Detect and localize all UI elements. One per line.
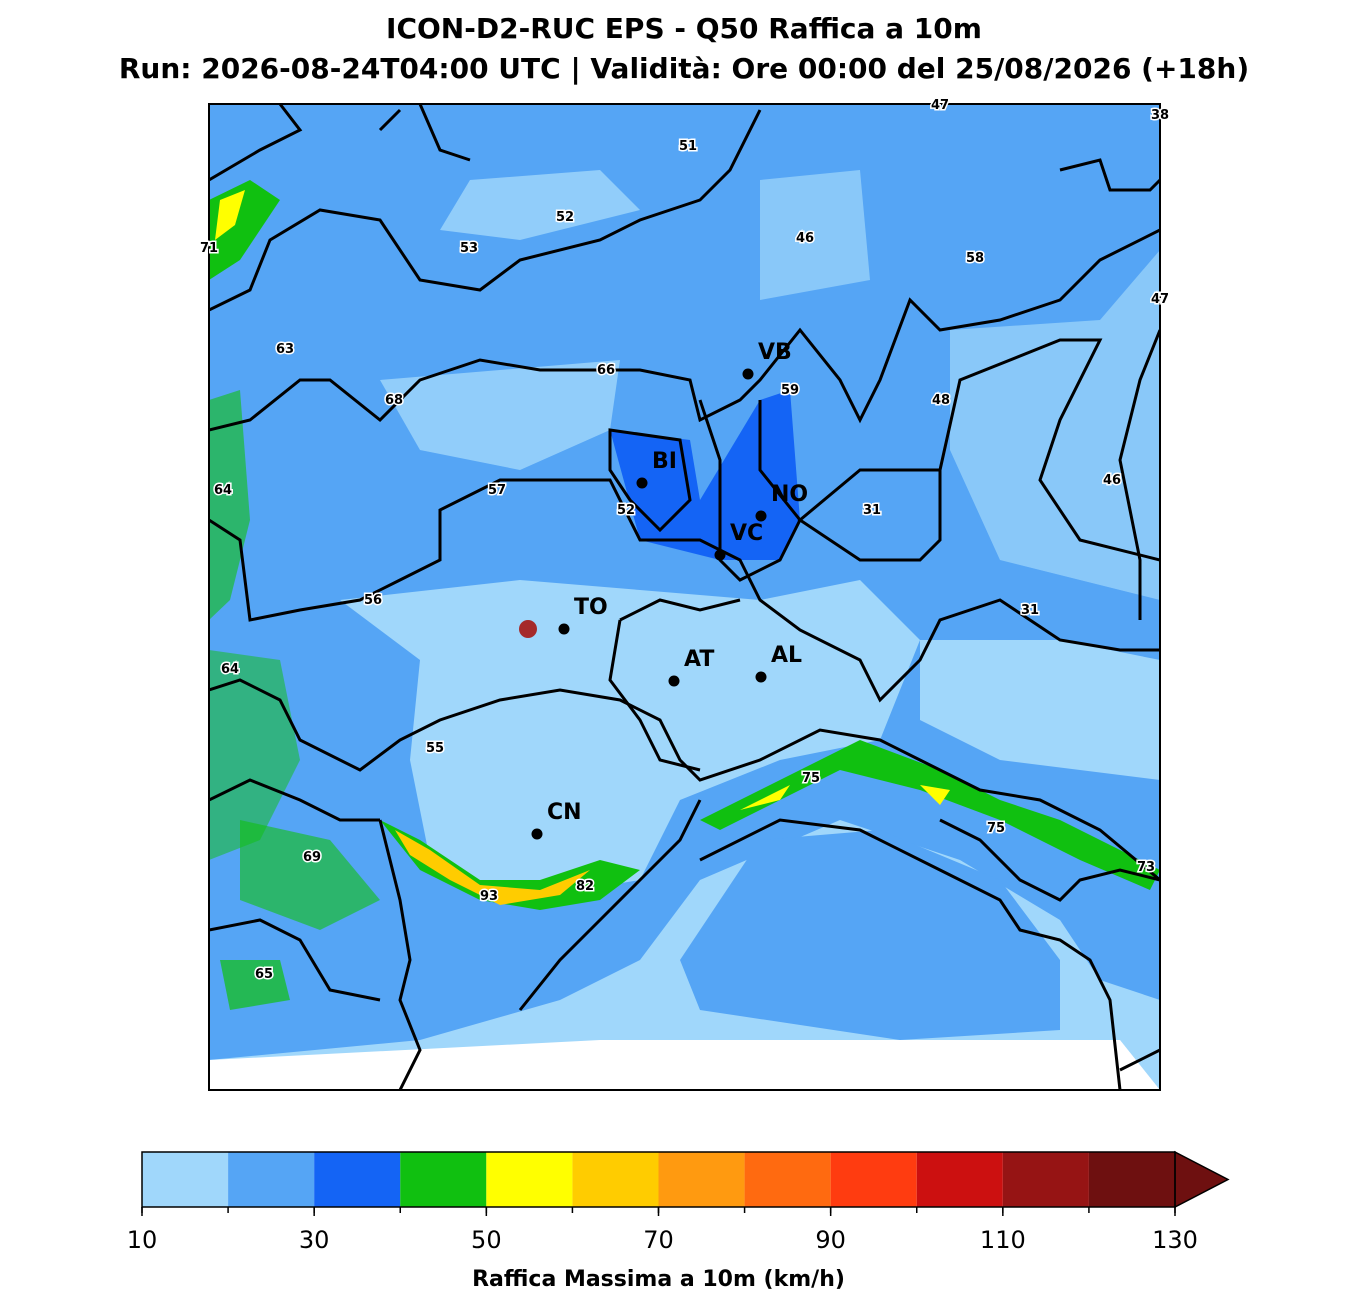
colorbar-segment bbox=[400, 1152, 487, 1207]
colorbar-segment bbox=[916, 1152, 1003, 1207]
colorbar-tick-label: 70 bbox=[643, 1226, 674, 1254]
value-label: 75 bbox=[987, 821, 1005, 836]
city-dot bbox=[755, 510, 767, 522]
colorbar-extend bbox=[1174, 1150, 1230, 1209]
title: ICON-D2-RUC EPS - Q50 Raffica a 10m bbox=[386, 12, 982, 45]
colorbar-segment bbox=[1002, 1152, 1089, 1207]
colorbar-segment bbox=[744, 1152, 831, 1207]
city-label: VB bbox=[758, 340, 792, 365]
value-label: 82 bbox=[576, 879, 594, 894]
value-label: 64 bbox=[221, 662, 239, 677]
value-label: 64 bbox=[214, 483, 232, 498]
value-label: 47 bbox=[931, 98, 949, 113]
colorbar-tick-label: 90 bbox=[815, 1226, 846, 1254]
city-label: AL bbox=[771, 643, 802, 668]
city-label: NO bbox=[771, 482, 808, 507]
value-label: 69 bbox=[303, 850, 321, 865]
city-label: BI bbox=[652, 449, 677, 474]
value-label: 56 bbox=[364, 593, 382, 608]
value-label: 38 bbox=[1151, 108, 1169, 123]
value-label: 55 bbox=[426, 741, 444, 756]
colorbar-segment bbox=[314, 1152, 401, 1207]
city-dot bbox=[558, 623, 570, 635]
map-field bbox=[209, 104, 1160, 1090]
city-label: TO bbox=[574, 595, 608, 620]
overlay: 47 38 51 52 53 46 71 58 47 63 66 59 68 48 64 57 52 31 46 56… bbox=[198, 97, 1170, 984]
colorbar-segment bbox=[228, 1152, 315, 1207]
value-label: 93 bbox=[480, 889, 498, 904]
value-label: 73 bbox=[1137, 860, 1155, 875]
value-label: 51 bbox=[679, 139, 697, 154]
colorbar: 10 30 50 70 90 110 130 Raffica Massima a 10m (k… bbox=[127, 1150, 1230, 1292]
value-label: 47 bbox=[1151, 292, 1169, 307]
colorbar-tick-label: 110 bbox=[980, 1226, 1026, 1254]
value-label: 57 bbox=[488, 483, 506, 498]
colorbar-segment bbox=[142, 1152, 229, 1207]
value-label: 65 bbox=[255, 967, 273, 982]
map-frame bbox=[208, 103, 1161, 1091]
colorbar-tick-label: 130 bbox=[1152, 1226, 1198, 1254]
colorbar-segment bbox=[658, 1152, 745, 1207]
value-label: 48 bbox=[932, 393, 950, 408]
value-label: 31 bbox=[1021, 603, 1039, 618]
colorbar-segment bbox=[1088, 1152, 1175, 1207]
value-label: 53 bbox=[460, 241, 478, 256]
value-label: 63 bbox=[276, 342, 294, 357]
colorbar-tick-label: 30 bbox=[299, 1226, 330, 1254]
subtitle: Run: 2026-08-24T04:00 UTC | Validità: Or… bbox=[119, 52, 1249, 85]
city-dot bbox=[668, 675, 680, 687]
value-label: 52 bbox=[556, 210, 574, 225]
value-label: 66 bbox=[597, 363, 615, 378]
city-label: AT bbox=[684, 647, 714, 672]
value-label: 46 bbox=[1103, 473, 1121, 488]
city-dot bbox=[636, 477, 648, 489]
value-label: 71 bbox=[200, 241, 218, 256]
colorbar-label: Raffica Massima a 10m (km/h) bbox=[472, 1267, 845, 1292]
colorbar-segment bbox=[486, 1152, 573, 1207]
city-dot bbox=[714, 549, 726, 561]
colorbar-segment bbox=[830, 1152, 917, 1207]
value-label: 59 bbox=[781, 383, 799, 398]
value-label: 75 bbox=[802, 771, 820, 786]
city-dot bbox=[755, 671, 767, 683]
location-marker bbox=[519, 620, 537, 638]
value-label: 58 bbox=[966, 251, 984, 266]
value-label: 31 bbox=[863, 503, 881, 518]
city-label: CN bbox=[547, 800, 582, 825]
city-label: VC bbox=[730, 521, 763, 546]
city-dot bbox=[531, 828, 543, 840]
value-label: 46 bbox=[796, 231, 814, 246]
colorbar-tick-label: 10 bbox=[127, 1226, 158, 1254]
value-label: 52 bbox=[617, 503, 635, 518]
value-label: 68 bbox=[385, 393, 403, 408]
colorbar-segment bbox=[572, 1152, 659, 1207]
colorbar-tick-label: 50 bbox=[471, 1226, 502, 1254]
city-dot bbox=[742, 368, 754, 380]
